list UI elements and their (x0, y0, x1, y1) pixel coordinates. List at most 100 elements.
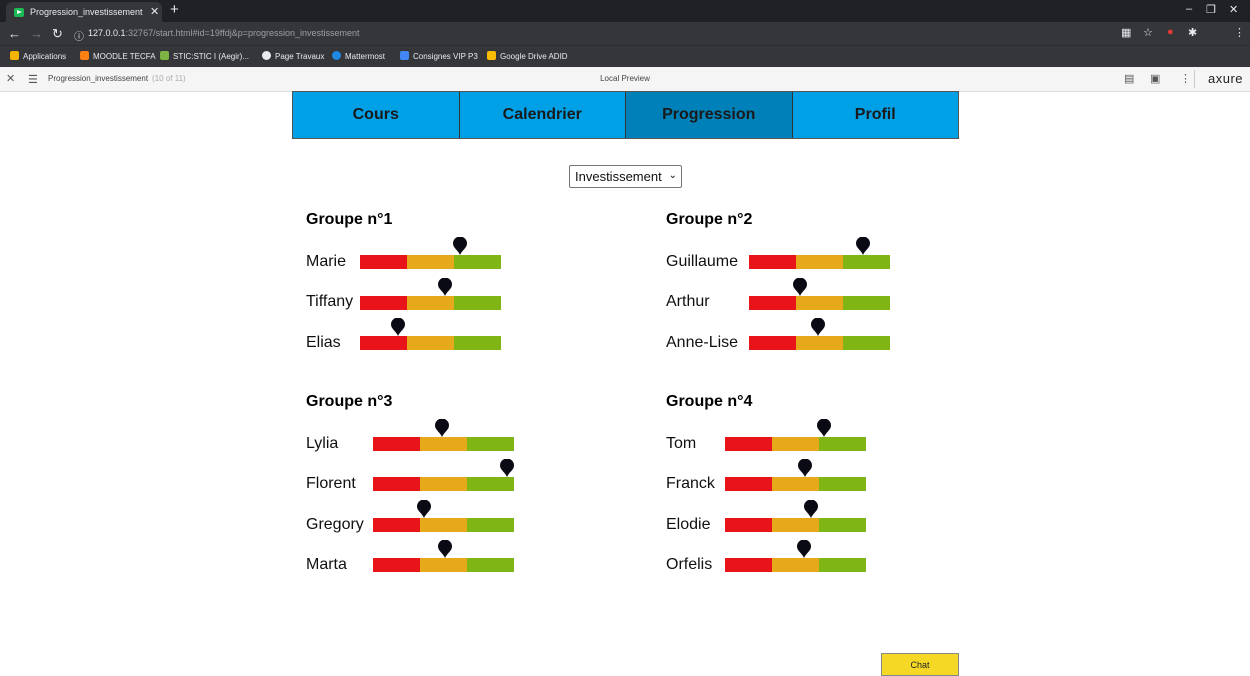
student-name: Gregory (306, 516, 364, 533)
tab-calendrier[interactable]: Calendrier (459, 92, 626, 138)
bookmark-consignes[interactable]: Consignes VIP P3 (400, 51, 478, 61)
current-page-name[interactable]: Progression_investissement (10 of 11) (48, 74, 186, 83)
back-icon[interactable]: ← (8, 26, 21, 41)
level-pin-icon (856, 237, 871, 255)
progress-bar (373, 518, 514, 532)
bar-segment-low (373, 558, 420, 572)
tab-progression[interactable]: Progression (626, 92, 793, 138)
student-name: Elias (306, 334, 341, 351)
student-name: Lylia (306, 435, 339, 452)
bookmark-label: MOODLE TECFA (93, 52, 156, 61)
close-sitemap-icon[interactable]: ✕ (6, 73, 16, 85)
bar-segment-high (467, 518, 514, 532)
google-drive-icon (487, 51, 496, 60)
bar-segment-high (454, 255, 501, 269)
bookmark-moodle[interactable]: MOODLE TECFA (80, 51, 156, 61)
bar-segment-low (373, 437, 420, 451)
bar-segment-low (360, 296, 407, 310)
bar-segment-low (749, 296, 796, 310)
apps-grid-icon (10, 51, 19, 60)
bar-segment-low (725, 518, 772, 532)
extensions-puzzle-icon[interactable]: ✱ (1188, 27, 1198, 39)
site-info-icon[interactable]: ⓘ (74, 32, 84, 43)
level-pin-icon (391, 318, 406, 336)
bar-segment-high (819, 518, 866, 532)
bar-segment-low (725, 437, 772, 451)
bar-segment-mid (796, 255, 843, 269)
axure-logo: axure (1208, 71, 1244, 86)
browser-tab[interactable]: Progression_investissement ✕ (6, 2, 162, 22)
level-pin-icon (816, 419, 831, 437)
sitemap-menu-icon[interactable]: ☰ (28, 74, 38, 86)
tab-profil[interactable]: Profil (792, 92, 958, 138)
inspect-icon[interactable]: ▣ (1150, 73, 1161, 85)
translate-icon[interactable]: ▦ (1121, 27, 1132, 39)
level-pin-icon (796, 540, 811, 558)
progress-bar (725, 518, 866, 532)
axure-preview-toolbar: ✕ ☰ Progression_investissement (10 of 11)… (0, 67, 1250, 92)
mattermost-icon (332, 51, 341, 60)
bookmark-applications[interactable]: Applications (10, 51, 66, 61)
toolbar-divider (1194, 70, 1195, 88)
more-options-icon[interactable]: ⋮ (1180, 73, 1191, 85)
chat-button[interactable]: Chat (881, 653, 959, 676)
minimize-icon[interactable]: – (1186, 3, 1193, 15)
level-pin-icon (804, 500, 818, 518)
level-pin-icon (453, 237, 468, 255)
bar-segment-low (360, 255, 407, 269)
bookmark-label: STIC:STIC I (Aegir)... (173, 52, 250, 61)
student-name: Orfelis (666, 556, 713, 573)
progress-bar (373, 558, 514, 572)
bookmarks-bar: Applications MOODLE TECFA STIC:STIC I (A… (0, 45, 1250, 67)
student-name: Tiffany (306, 293, 354, 310)
progress-bar (725, 558, 866, 572)
level-pin-icon (499, 459, 514, 477)
close-tab-icon[interactable]: ✕ (150, 6, 160, 18)
bookmark-label: Google Drive ADID (500, 52, 568, 61)
tab-cours[interactable]: Cours (293, 92, 460, 138)
address-bar-row: ← → ↻ ⓘ 127.0.0.1:32767/start.html#id=19… (0, 22, 1250, 62)
progress-bar (725, 477, 866, 491)
axure-favicon-icon (14, 8, 24, 17)
bookmark-stic[interactable]: STIC:STIC I (Aegir)... (160, 51, 249, 61)
ublock-extension-icon[interactable]: ● (1167, 26, 1174, 38)
bar-segment-high (467, 558, 514, 572)
bookmark-star-icon[interactable]: ☆ (1143, 27, 1153, 39)
bar-segment-low (749, 336, 796, 350)
window-close-icon[interactable]: ✕ (1229, 4, 1239, 16)
bookmark-label: Mattermost (345, 52, 386, 61)
forward-icon[interactable]: → (30, 26, 43, 41)
level-pin-icon (437, 278, 452, 296)
page-name-label: Progression_investissement (48, 74, 149, 83)
bar-segment-low (373, 518, 420, 532)
bar-segment-low (725, 558, 772, 572)
metric-select-value: Investissement (575, 169, 662, 184)
bookmark-google-drive[interactable]: Google Drive ADID (487, 51, 568, 61)
bar-segment-mid (420, 437, 467, 451)
browser-menu-icon[interactable]: ⋮ (1234, 27, 1245, 39)
progress-bar (725, 437, 866, 451)
group-1-title: Groupe n°1 (306, 211, 393, 228)
student-name: Tom (666, 435, 697, 452)
bar-segment-mid (772, 437, 819, 451)
bar-segment-high (819, 477, 866, 491)
new-tab-icon[interactable]: + (170, 1, 179, 18)
notes-icon[interactable]: ▤ (1124, 73, 1135, 85)
bar-segment-low (749, 255, 796, 269)
level-pin-icon (811, 318, 826, 336)
metric-select[interactable]: Investissement ⌄ (569, 165, 682, 188)
progress-bar (749, 255, 890, 269)
url-host: 127.0.0.1 (88, 28, 126, 38)
bar-segment-high (454, 336, 501, 350)
level-pin-icon (437, 540, 452, 558)
bar-segment-mid (420, 558, 467, 572)
reload-icon[interactable]: ↻ (52, 26, 63, 41)
restore-icon[interactable]: ❐ (1206, 4, 1216, 16)
progress-bar (749, 296, 890, 310)
bar-segment-mid (407, 296, 454, 310)
level-pin-icon (435, 419, 450, 437)
bookmark-page-travaux[interactable]: Page Travaux (262, 51, 324, 61)
url-field[interactable]: 127.0.0.1:32767/start.html#id=19ffdj&p=p… (88, 28, 360, 38)
student-name: Anne-Lise (666, 334, 739, 351)
bookmark-mattermost[interactable]: Mattermost (332, 51, 385, 61)
